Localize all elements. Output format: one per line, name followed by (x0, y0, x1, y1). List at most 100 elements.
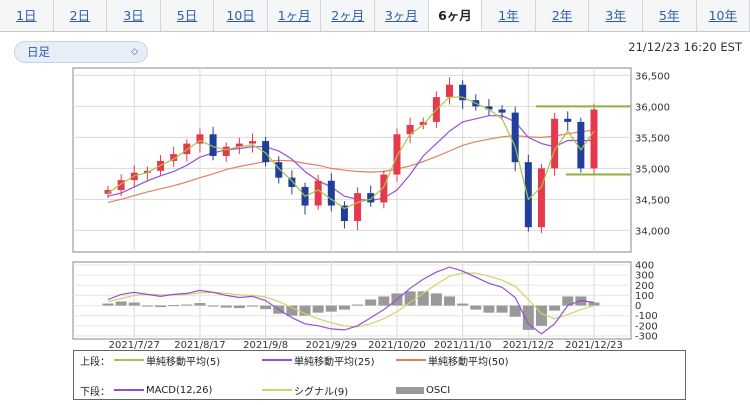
osci-bar (102, 303, 114, 306)
osci-bar (378, 296, 390, 306)
osci-bar (338, 305, 350, 310)
osci-bar (233, 305, 245, 309)
tab-2[interactable]: 3日 (107, 0, 161, 31)
legend-item: 単純移動平均(5) (114, 353, 262, 368)
candle-body (117, 180, 125, 191)
osci-bar (470, 305, 482, 310)
price-y-tick-label: 34,000 (635, 226, 670, 237)
osci-bar (260, 305, 272, 310)
macd-y-tick-label: 100 (635, 291, 654, 302)
tab-5[interactable]: 1ヶ月 (268, 0, 322, 31)
legend-swatch (262, 389, 292, 391)
osci-bar (168, 305, 180, 307)
osci-bar (115, 301, 127, 306)
candle-body (524, 162, 532, 228)
osci-bar (181, 304, 193, 306)
osci-bar (588, 302, 600, 306)
x-tick-label: 2021/9/29 (306, 340, 357, 350)
candle-body (459, 84, 467, 101)
legend-label: シグナル(9) (294, 386, 349, 398)
candle-body (367, 193, 375, 203)
candle-body (551, 118, 559, 169)
osci-bar (404, 291, 416, 306)
candle-body (104, 190, 112, 194)
legend-item: 単純移動平均(25) (262, 353, 396, 368)
tab-7[interactable]: 3ヶ月 (375, 0, 429, 31)
candle-body (143, 170, 151, 173)
osci-bar (141, 305, 153, 307)
tab-1[interactable]: 2日 (54, 0, 108, 31)
tab-0[interactable]: 1日 (0, 0, 54, 31)
osci-bar (496, 305, 508, 313)
osci-bar (522, 305, 534, 330)
signal-line (107, 272, 595, 328)
x-tick-label: 2021/9/8 (243, 340, 288, 350)
osci-bar (312, 305, 324, 313)
candle-body (406, 124, 414, 135)
osci-bar (325, 305, 337, 312)
legend-swatch (262, 359, 292, 361)
legend-swatch (114, 359, 144, 361)
osci-bar (220, 305, 232, 308)
candle-body (340, 205, 348, 222)
candle-body (446, 84, 454, 98)
candle-body (498, 109, 506, 113)
candle-body (196, 134, 204, 144)
candle-body (170, 154, 178, 161)
candle-body (235, 143, 243, 147)
candle-body (564, 118, 572, 122)
candle-body (380, 174, 388, 203)
price-y-tick-label: 34,500 (635, 195, 670, 206)
osci-bar (549, 305, 561, 311)
tab-11[interactable]: 3年 (589, 0, 643, 31)
x-tick-label: 2021/12/2 (503, 340, 554, 350)
osci-bar (457, 303, 469, 306)
tab-8[interactable]: 6ヶ月 (428, 0, 483, 31)
legend-swatch (396, 359, 426, 361)
tab-12[interactable]: 5年 (643, 0, 697, 31)
legend-label: 単純移動平均(50) (428, 356, 509, 368)
x-tick-label: 2021/7/27 (109, 340, 160, 350)
x-tick-label: 2021/8/17 (174, 340, 225, 350)
candle-body (183, 143, 191, 155)
candle-body (537, 168, 545, 228)
macd-y-tick-label: 200 (635, 281, 654, 292)
macd-y-tick-label: 0 (635, 301, 641, 312)
candle-body (275, 162, 283, 178)
osci-bar (352, 304, 364, 306)
osci-bar (562, 296, 574, 306)
legend-label: 単純移動平均(25) (294, 356, 375, 368)
osci-bar (430, 293, 442, 306)
osci-bar (194, 303, 206, 306)
candle-interval-select[interactable]: 日足 ◇ (14, 41, 148, 63)
select-caret-icon: ◇ (131, 47, 138, 57)
macd-y-tick-label: -100 (635, 311, 658, 322)
price-y-tick-label: 35,500 (635, 133, 670, 144)
price-y-tick-label: 36,000 (635, 102, 670, 113)
tab-6[interactable]: 2ヶ月 (321, 0, 376, 31)
tab-3[interactable]: 5日 (161, 0, 215, 31)
sma5-line (107, 96, 595, 210)
candle-body (209, 134, 217, 156)
tab-10[interactable]: 2年 (536, 0, 590, 31)
osci-bar (286, 305, 298, 316)
legend-item: シグナル(9) (262, 383, 396, 398)
osci-bar (299, 305, 311, 316)
candle-body (314, 180, 322, 206)
tab-9[interactable]: 1年 (482, 0, 536, 31)
osci-bar (483, 305, 495, 313)
legend-item: OSCI (396, 383, 516, 398)
legend-row-lower: 下段： MACD(12,26) シグナル(9) OSCI (80, 382, 516, 398)
legend-lower-label: 下段： (80, 386, 110, 398)
legend-label: 単純移動平均(5) (146, 356, 221, 368)
candle-body (511, 112, 519, 163)
candle-interval-value: 日足 (27, 45, 50, 59)
tab-4[interactable]: 10日 (214, 0, 268, 31)
x-tick-label: 2021/10/20 (368, 340, 426, 350)
timestamp: 21/12/23 16:20 EST (628, 40, 742, 54)
candle-body (288, 177, 296, 187)
candle-body (419, 121, 427, 125)
candle-body (222, 146, 230, 156)
osci-bar (417, 291, 429, 306)
legend-item: MACD(12,26) (114, 383, 262, 398)
